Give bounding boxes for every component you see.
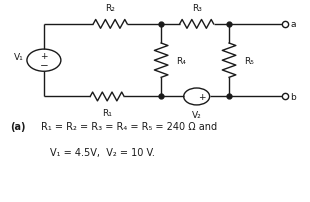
- Text: V₁ = 4.5V,  V₂ = 10 V.: V₁ = 4.5V, V₂ = 10 V.: [50, 147, 155, 157]
- Text: R₂: R₂: [105, 4, 115, 13]
- Text: R₁: R₁: [102, 108, 112, 117]
- Text: V₁: V₁: [14, 52, 24, 61]
- Text: +: +: [198, 93, 206, 101]
- Text: (a): (a): [10, 121, 25, 131]
- Text: b: b: [290, 93, 296, 101]
- Text: V₂: V₂: [192, 110, 202, 119]
- Text: R₅: R₅: [244, 56, 254, 65]
- Text: R₃: R₃: [192, 4, 202, 13]
- Text: R₁ = R₂ = R₃ = R₄ = R₅ = 240 Ω and: R₁ = R₂ = R₃ = R₄ = R₅ = 240 Ω and: [41, 121, 217, 131]
- Text: R₄: R₄: [176, 56, 186, 65]
- Text: −: −: [40, 61, 48, 71]
- Text: +: +: [40, 52, 48, 60]
- Text: a: a: [290, 20, 296, 29]
